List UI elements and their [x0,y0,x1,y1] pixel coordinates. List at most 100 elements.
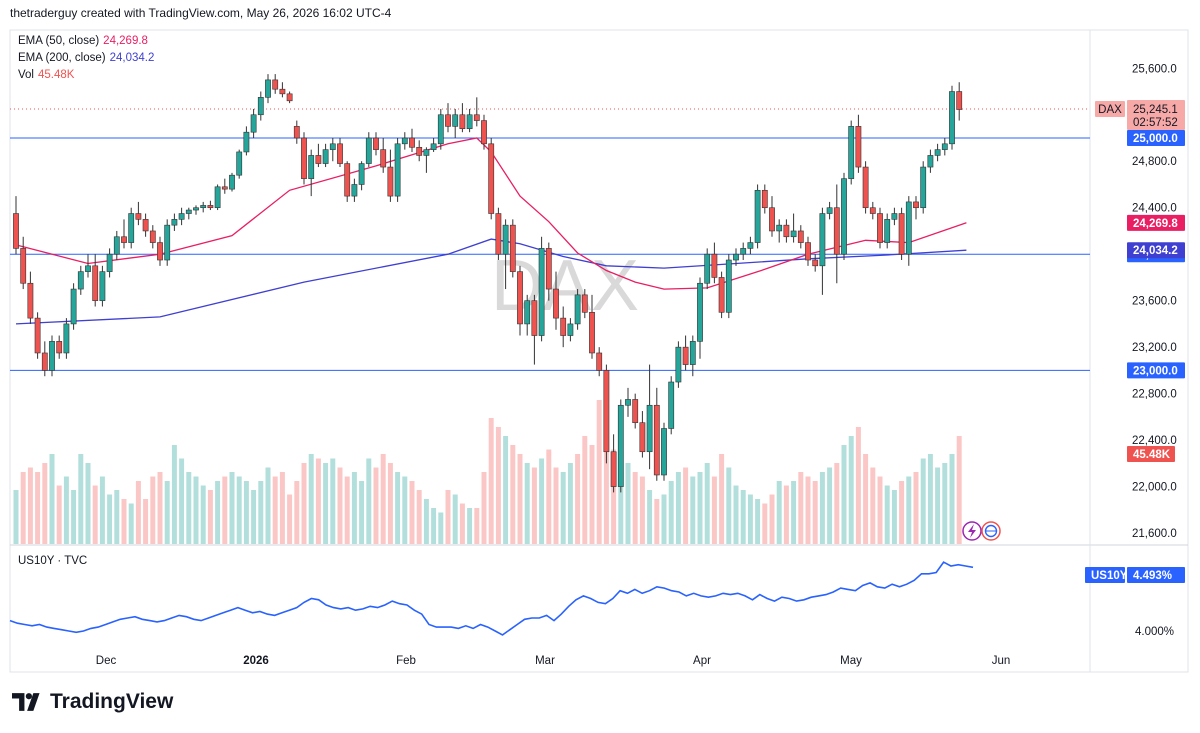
level-badge-bg [1127,362,1185,379]
volume-bar [78,454,84,544]
volume-bar [891,490,897,544]
candle-body [956,91,963,110]
legend-ema200[interactable]: EMA (200, close) 24,034.2 [18,52,154,64]
volume-bar [834,463,840,544]
candle [797,225,804,249]
candle-body [77,271,84,290]
candle [365,132,372,168]
volume-bar [35,472,41,544]
y-tick-label: 23,200.0 [1132,342,1177,354]
volume-bar [704,463,710,544]
volume-bar [395,472,401,544]
candle-body [877,213,883,243]
volume-bar [690,476,696,544]
candle-body [221,186,228,190]
candle-body [329,143,336,150]
candle-body [855,126,862,168]
candle-body [13,213,19,249]
candle [27,271,34,324]
candle [567,318,574,342]
volume-bar [63,476,69,544]
volume-bar [207,490,213,544]
volume-bar [150,476,156,544]
candle [538,236,545,342]
legend-ema50[interactable]: EMA (50, close) 24,269.8 [18,35,148,47]
candle [531,294,538,365]
volume-bar [459,503,465,544]
candle-body [99,271,106,301]
candle [596,347,603,377]
candle [812,254,819,272]
candle [380,138,387,173]
candle [553,271,559,330]
candle [329,138,336,162]
volume-bar [409,481,415,544]
candle [697,277,703,359]
candle-body [272,79,279,90]
volume-bar [805,476,811,544]
ema-badge-text: 24,034.2 [1133,245,1178,257]
candle [106,248,113,278]
candle [430,138,437,152]
volume-bar [884,485,890,544]
legend-vol-value: 45.48K [38,69,75,81]
candle-body [934,149,941,156]
volume-bar [128,503,134,544]
candle [826,201,833,220]
legend-volume[interactable]: Vol 45.48K [18,69,74,81]
volume-bar [114,490,120,544]
candle [495,207,502,261]
candle [754,184,761,249]
volume-bar [467,508,473,544]
volume-bar [200,485,206,544]
level-badge-text: 23,000.0 [1133,365,1178,377]
legend-ema200-label: EMA (200, close) [18,52,106,64]
candle-body [891,213,898,220]
earnings-globe-icon[interactable] [981,521,1001,541]
volume-bar [503,436,509,544]
candle-body [725,259,732,313]
tradingview-logo[interactable]: TradingView [12,690,173,714]
price-chart[interactable]: DAX 25,600.0 24,800.0 24,400.0 23,600.0 23,2… [0,0,1200,690]
candle [920,161,927,214]
level-badge-bg [1127,130,1185,146]
candle-body [128,213,135,243]
volume-bar [20,472,26,544]
candle-body [718,277,725,313]
candle [164,219,171,266]
candle [819,207,826,295]
candle [286,91,293,104]
alert-lightning-icon[interactable] [962,521,982,541]
candle-body [416,146,423,156]
candle-body [466,114,473,130]
candle [603,364,610,464]
volume-bar [942,463,948,544]
candle [13,196,19,255]
volume-bar [654,499,660,544]
volume-bar [819,472,825,544]
candle [229,172,235,192]
volume-bar [135,481,141,544]
candle-body [308,155,315,179]
volume-bar [827,467,833,544]
candle-body [517,271,523,325]
candle-body [797,230,804,243]
candle-body [121,236,127,243]
candle [77,265,84,295]
volume-bar [927,454,933,544]
candle [805,236,811,266]
candle [502,219,509,290]
candle [560,306,567,348]
candle [178,207,185,226]
candle-body [682,346,689,365]
ema50-line [15,137,967,290]
candle-body [949,91,955,145]
candle [934,143,941,162]
candle [589,294,595,359]
candle-body [279,88,286,95]
volume-bar [164,481,170,544]
volume-bar [92,485,98,544]
volume-bar [560,472,566,544]
candle-body [301,137,307,179]
candle [639,411,646,458]
